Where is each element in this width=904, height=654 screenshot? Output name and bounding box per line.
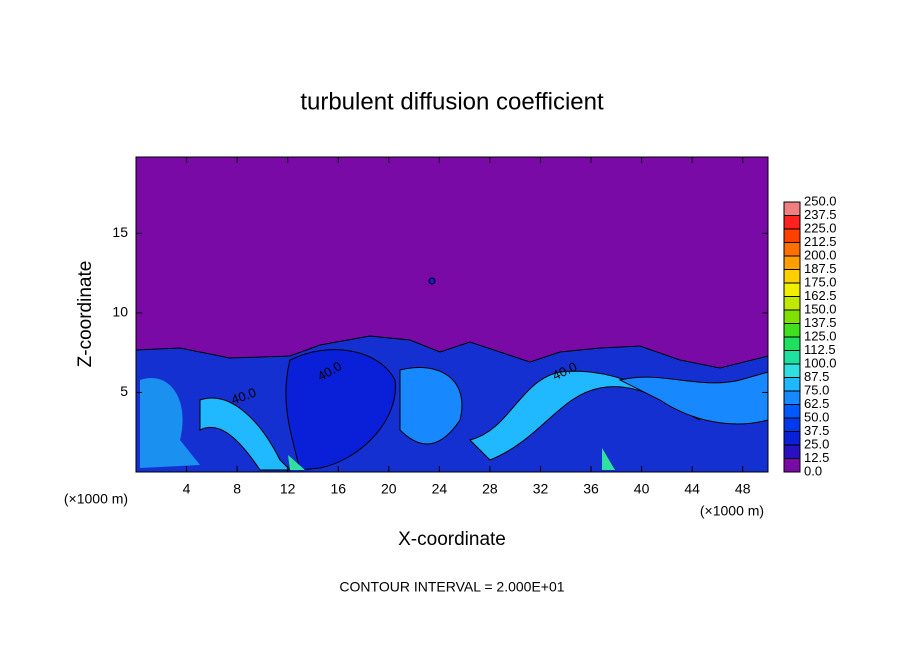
colorbar: 0.012.525.037.550.062.575.087.5100.0112.… (783, 193, 837, 478)
colorbar-segment (784, 269, 800, 283)
colorbar-segment (784, 431, 800, 445)
colorbar-segment (784, 256, 800, 270)
y-tick-label: 15 (112, 224, 128, 240)
x-tick-label: 28 (482, 481, 498, 497)
colorbar-segment (784, 202, 800, 216)
colorbar-segment (784, 377, 800, 391)
colorbar-segment (784, 445, 800, 459)
colorbar-segment (784, 404, 800, 418)
x-tick-label: 8 (233, 481, 241, 497)
y-unit: (×1000 m) (700, 503, 764, 519)
field-patch (140, 378, 200, 468)
colorbar-segment (784, 364, 800, 378)
colorbar-label: 100.0 (804, 355, 837, 370)
field-spot (428, 277, 436, 285)
colorbar-segment (784, 391, 800, 405)
colorbar-segment (784, 215, 800, 229)
colorbar-label: 137.5 (804, 315, 837, 330)
colorbar-label: 250.0 (804, 193, 837, 208)
colorbar-label: 12.5 (804, 450, 829, 465)
y-axis-label: Z-coordinate (75, 261, 96, 368)
colorbar-label: 225.0 (804, 220, 837, 235)
colorbar-segment (784, 242, 800, 256)
y-tick-label: 10 (112, 304, 128, 320)
colorbar-segment (784, 296, 800, 310)
colorbar-label: 37.5 (804, 423, 829, 438)
colorbar-label: 112.5 (804, 342, 836, 357)
colorbar-label: 237.5 (804, 207, 837, 222)
x-tick-label: 24 (432, 481, 448, 497)
field-patch (285, 349, 396, 471)
colorbar-label: 175.0 (804, 274, 837, 289)
colorbar-segment (784, 323, 800, 337)
colorbar-label: 125.0 (804, 328, 837, 343)
colorbar-label: 62.5 (804, 396, 829, 411)
x-unit: (×1000 m) (64, 491, 128, 507)
colorbar-segment (784, 418, 800, 432)
x-tick-label: 32 (533, 481, 549, 497)
colorbar-label: 212.5 (804, 234, 837, 249)
colorbar-segment (784, 283, 800, 297)
colorbar-label: 200.0 (804, 247, 837, 262)
x-tick-label: 12 (280, 481, 296, 497)
x-tick-label: 40 (634, 481, 650, 497)
x-tick-label: 20 (381, 481, 397, 497)
colorbar-label: 50.0 (804, 409, 829, 424)
plot-frame (135, 156, 769, 473)
colorbar-segment (784, 458, 800, 472)
x-tick-label: 44 (684, 481, 700, 497)
x-tick-label: 4 (183, 481, 191, 497)
colorbar-segment (784, 337, 800, 351)
colorbar-label: 0.0 (804, 463, 822, 478)
colorbar-label: 162.5 (804, 288, 837, 303)
colorbar-segment (784, 310, 800, 324)
x-tick-label: 36 (583, 481, 599, 497)
colorbar-segment (784, 350, 800, 364)
footnote: CONTOUR INTERVAL = 2.000E+01 (339, 579, 564, 595)
colorbar-label: 25.0 (804, 436, 829, 451)
field (135, 157, 769, 473)
colorbar-label: 187.5 (804, 261, 837, 276)
x-tick-label: 16 (330, 481, 346, 497)
chart-title: turbulent diffusion coefficient (300, 88, 604, 115)
colorbar-segment (784, 229, 800, 243)
colorbar-label: 87.5 (804, 369, 829, 384)
x-axis-label: X-coordinate (398, 529, 506, 550)
colorbar-label: 150.0 (804, 301, 837, 316)
colorbar-label: 75.0 (804, 382, 829, 397)
y-tick-label: 5 (120, 383, 128, 399)
field-patch (399, 366, 463, 445)
x-tick-label: 48 (735, 481, 751, 497)
